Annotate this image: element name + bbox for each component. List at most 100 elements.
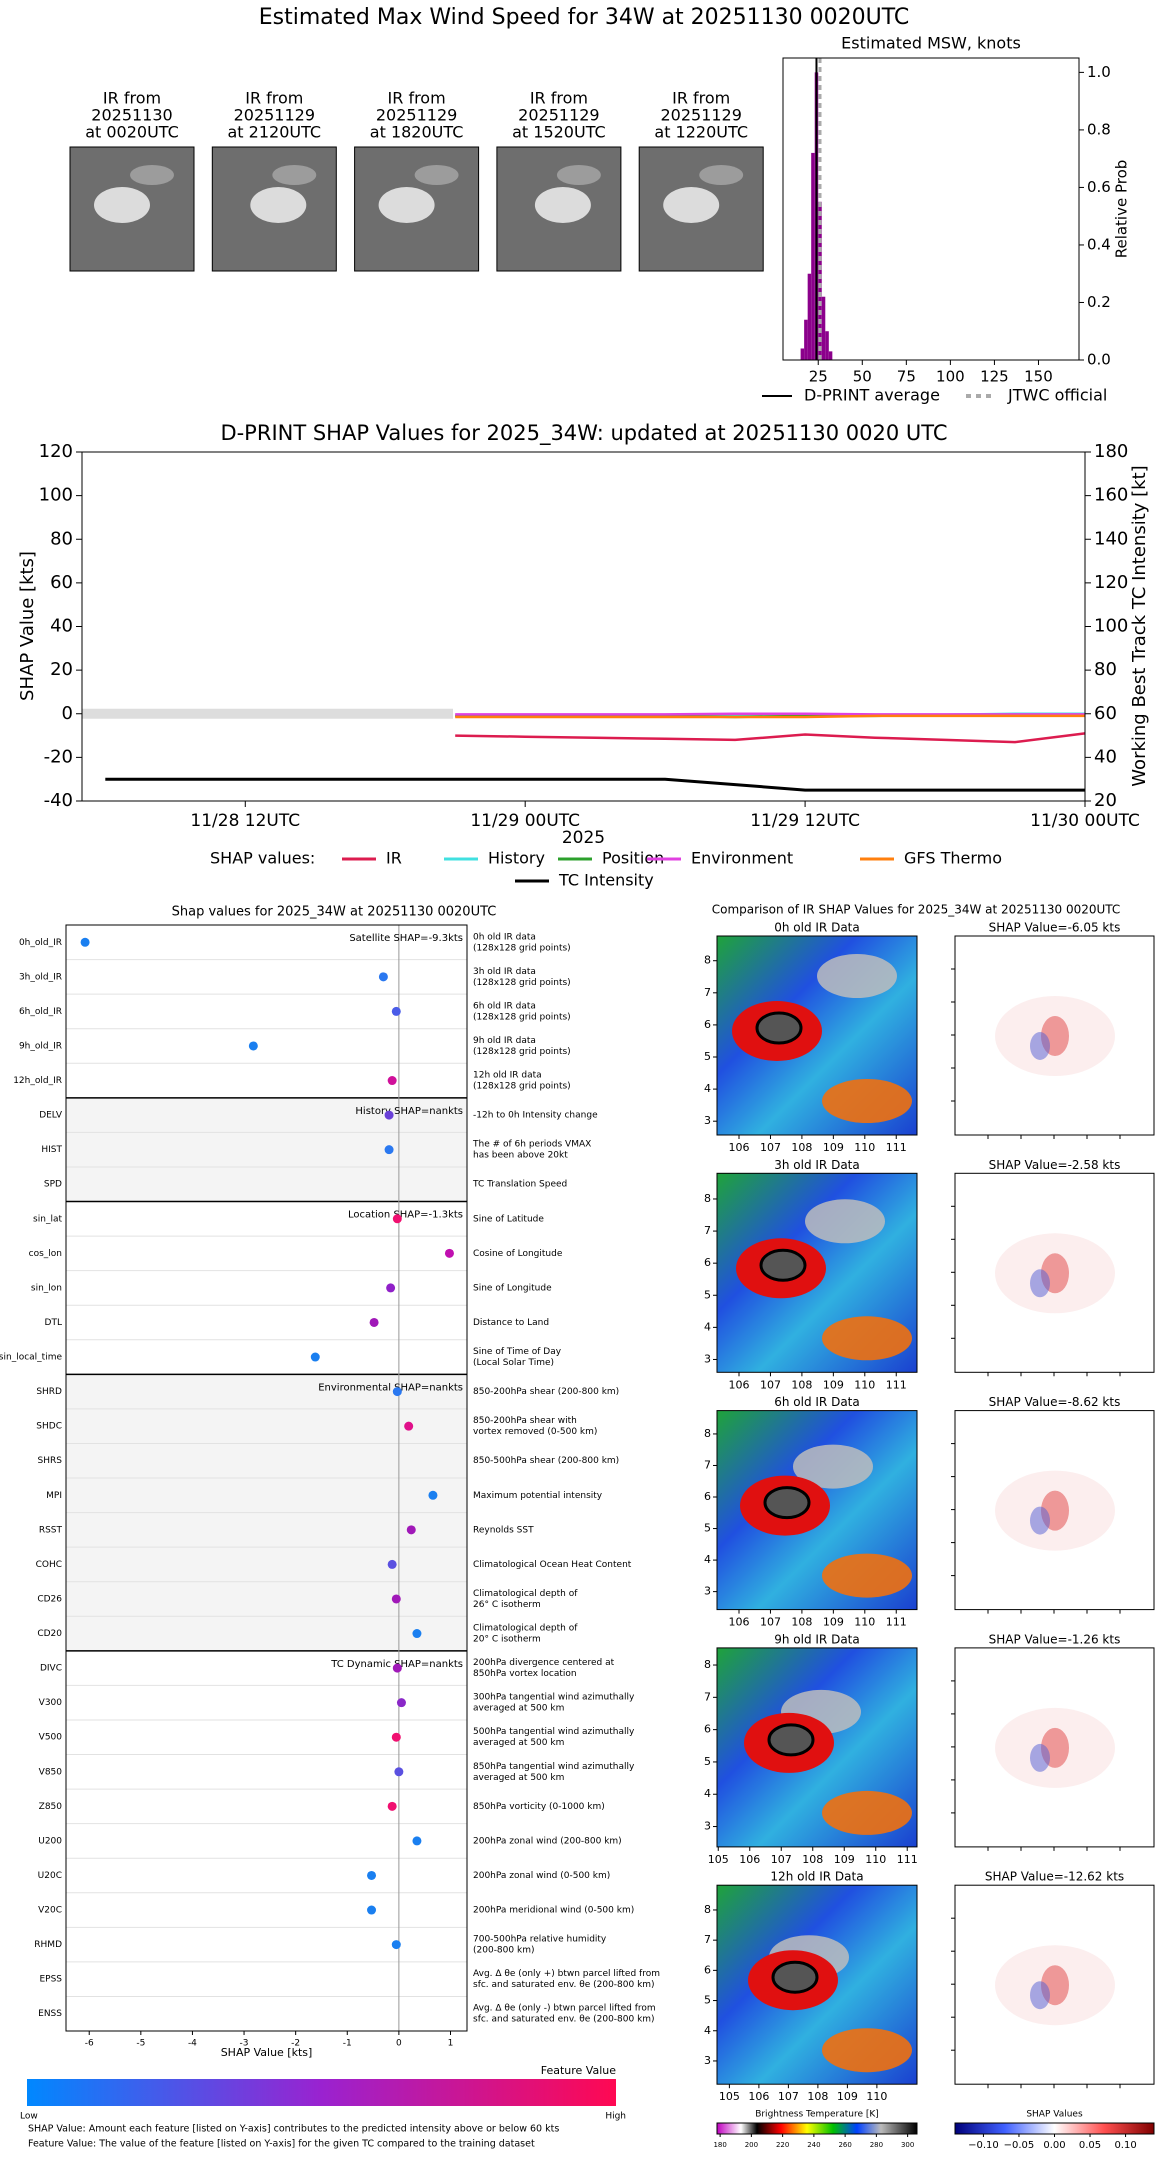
feature-description: (128x128 grid points) bbox=[473, 943, 571, 953]
feature-description: Sine of Latitude bbox=[473, 1214, 544, 1224]
y-tick-label: 0 bbox=[62, 703, 73, 724]
histogram-bar bbox=[828, 351, 833, 360]
cloud-core bbox=[771, 1960, 819, 1994]
feature-description: Reynolds SST bbox=[473, 1525, 534, 1535]
colorbar-tick-label: −0.05 bbox=[1004, 2140, 1035, 2151]
shap-dot bbox=[369, 1317, 379, 1327]
cloud-warm bbox=[822, 2028, 912, 2073]
cloud bbox=[414, 165, 459, 185]
feature-description: (128x128 grid points) bbox=[473, 1047, 571, 1057]
ir-frame bbox=[716, 935, 918, 1136]
thumbnail-label: 20251130 bbox=[91, 106, 172, 125]
cloud bbox=[94, 187, 150, 223]
legend-label: GFS Thermo bbox=[904, 849, 1002, 868]
feature-name: SHDC bbox=[36, 1422, 62, 1432]
x-tick-label: 110 bbox=[854, 1141, 875, 1154]
histogram-bar bbox=[800, 348, 805, 360]
feature-name: V300 bbox=[39, 1698, 63, 1708]
feature-description: averaged at 500 km bbox=[473, 1704, 564, 1714]
ir-frame bbox=[716, 1172, 918, 1373]
feature-description: 200hPa zonal wind (0-500 km) bbox=[473, 1871, 610, 1881]
y-tick-label: 7 bbox=[704, 1458, 711, 1471]
x-tick-label: 107 bbox=[760, 1141, 781, 1154]
y-tick-label: 8 bbox=[704, 1427, 711, 1440]
feature-description: (128x128 grid points) bbox=[473, 1012, 571, 1022]
thumbnail-label: at 1520UTC bbox=[512, 123, 606, 142]
shap-dot bbox=[391, 1594, 401, 1604]
colorbar-label: SHAP Values bbox=[1026, 2110, 1083, 2120]
feature-description: 850hPa vortex location bbox=[473, 1669, 577, 1679]
legend-label: Environment bbox=[691, 849, 793, 868]
y-tick-label: 7 bbox=[704, 1690, 711, 1703]
x-tick-label: 111 bbox=[897, 1853, 918, 1866]
feature-name: V500 bbox=[39, 1733, 63, 1743]
group-label: Satellite SHAP=-9.3kts bbox=[349, 933, 463, 944]
y-tick-label: 0.2 bbox=[1087, 293, 1111, 311]
feature-name: DTL bbox=[45, 1318, 62, 1328]
feature-description: Climatological depth of bbox=[473, 1624, 578, 1634]
feature-name: Z850 bbox=[39, 1802, 63, 1812]
feature-description: 850hPa vorticity (0-1000 km) bbox=[473, 1802, 605, 1812]
footnote: SHAP Value: Amount each feature [listed … bbox=[28, 2124, 559, 2135]
panel-title: SHAP Value=-12.62 kts bbox=[985, 1870, 1124, 1884]
feature-description: TC Translation Speed bbox=[472, 1180, 567, 1190]
y-tick-label: -40 bbox=[44, 790, 73, 811]
shap-halo bbox=[995, 996, 1115, 1076]
shap-dot bbox=[391, 1732, 401, 1742]
x-tick-label: 109 bbox=[834, 1853, 855, 1866]
x-tick-label: 108 bbox=[791, 1141, 812, 1154]
feature-description: Climatological depth of bbox=[473, 1589, 578, 1599]
feature-name: 3h_old_IR bbox=[19, 972, 62, 982]
y-tick-label: 40 bbox=[50, 616, 73, 637]
panel-title: SHAP Value=-1.26 kts bbox=[989, 1632, 1121, 1646]
y-tick-label: 100 bbox=[39, 485, 73, 506]
thumbnail-label: at 2120UTC bbox=[227, 123, 321, 142]
shap-dot bbox=[310, 1352, 320, 1362]
feature-name: 0h_old_IR bbox=[19, 938, 62, 948]
feature-description: 850-200hPa shear with bbox=[473, 1416, 577, 1426]
cloud-core bbox=[759, 1248, 807, 1282]
shap-dot bbox=[367, 1870, 377, 1880]
shap-dot bbox=[386, 1283, 396, 1293]
feature-description: Climatological Ocean Heat Content bbox=[473, 1560, 632, 1570]
y-tick-label: 7 bbox=[704, 1933, 711, 1946]
x-tick-label: 0 bbox=[396, 2039, 402, 2049]
colorbar-tick-label: 300 bbox=[901, 2141, 914, 2149]
cloud bbox=[272, 165, 317, 185]
histogram-bar bbox=[807, 273, 812, 360]
feature-description: 3h old IR data bbox=[473, 967, 536, 977]
y2-tick-label: 40 bbox=[1094, 746, 1117, 767]
shap-neg bbox=[1030, 1032, 1050, 1060]
feature-name: V850 bbox=[39, 1767, 63, 1777]
histogram-bar bbox=[818, 201, 822, 360]
panel-title: 12h old IR Data bbox=[770, 1870, 863, 1884]
feature-description: sfc. and saturated env. θe (200-800 km) bbox=[473, 1980, 655, 1990]
x-tick-label: 108 bbox=[791, 1378, 812, 1391]
x-tick-label: 111 bbox=[886, 1378, 907, 1391]
feature-description: 850hPa tangential wind azimuthally bbox=[473, 1762, 635, 1772]
group-label: Location SHAP=-1.3kts bbox=[348, 1210, 463, 1221]
panel-title: SHAP Value=-8.62 kts bbox=[989, 1395, 1121, 1409]
feature-description: Avg. Δ θe (only +) btwn parcel lifted fr… bbox=[473, 1969, 660, 1979]
shap-neg bbox=[1030, 1506, 1050, 1535]
feature-name: ENSS bbox=[38, 2009, 62, 2019]
y2-tick-label: 60 bbox=[1094, 703, 1117, 724]
thumbnail-label: 20251129 bbox=[234, 106, 315, 125]
y-tick-label: 4 bbox=[704, 1787, 711, 1800]
cloud-warm bbox=[822, 1553, 912, 1598]
y2-axis-label: Working Best Track TC Intensity [kt] bbox=[1129, 465, 1150, 786]
thumbnail-label: IR from bbox=[672, 89, 730, 108]
plot-frame bbox=[782, 57, 1080, 361]
shap-dot bbox=[428, 1490, 438, 1500]
shap-dot bbox=[392, 1663, 402, 1673]
y-tick-label: 4 bbox=[704, 2024, 711, 2037]
shap-dot bbox=[378, 972, 388, 982]
panel-title: 6h old IR Data bbox=[774, 1395, 860, 1409]
y-tick-label: 6 bbox=[704, 1723, 711, 1736]
feature-name: SHRD bbox=[36, 1387, 62, 1397]
feature-description: 20° C isotherm bbox=[473, 1635, 541, 1645]
shap-halo bbox=[995, 1945, 1115, 2026]
x-tick-label: 109 bbox=[823, 1616, 844, 1629]
shap-dot bbox=[392, 1214, 402, 1224]
